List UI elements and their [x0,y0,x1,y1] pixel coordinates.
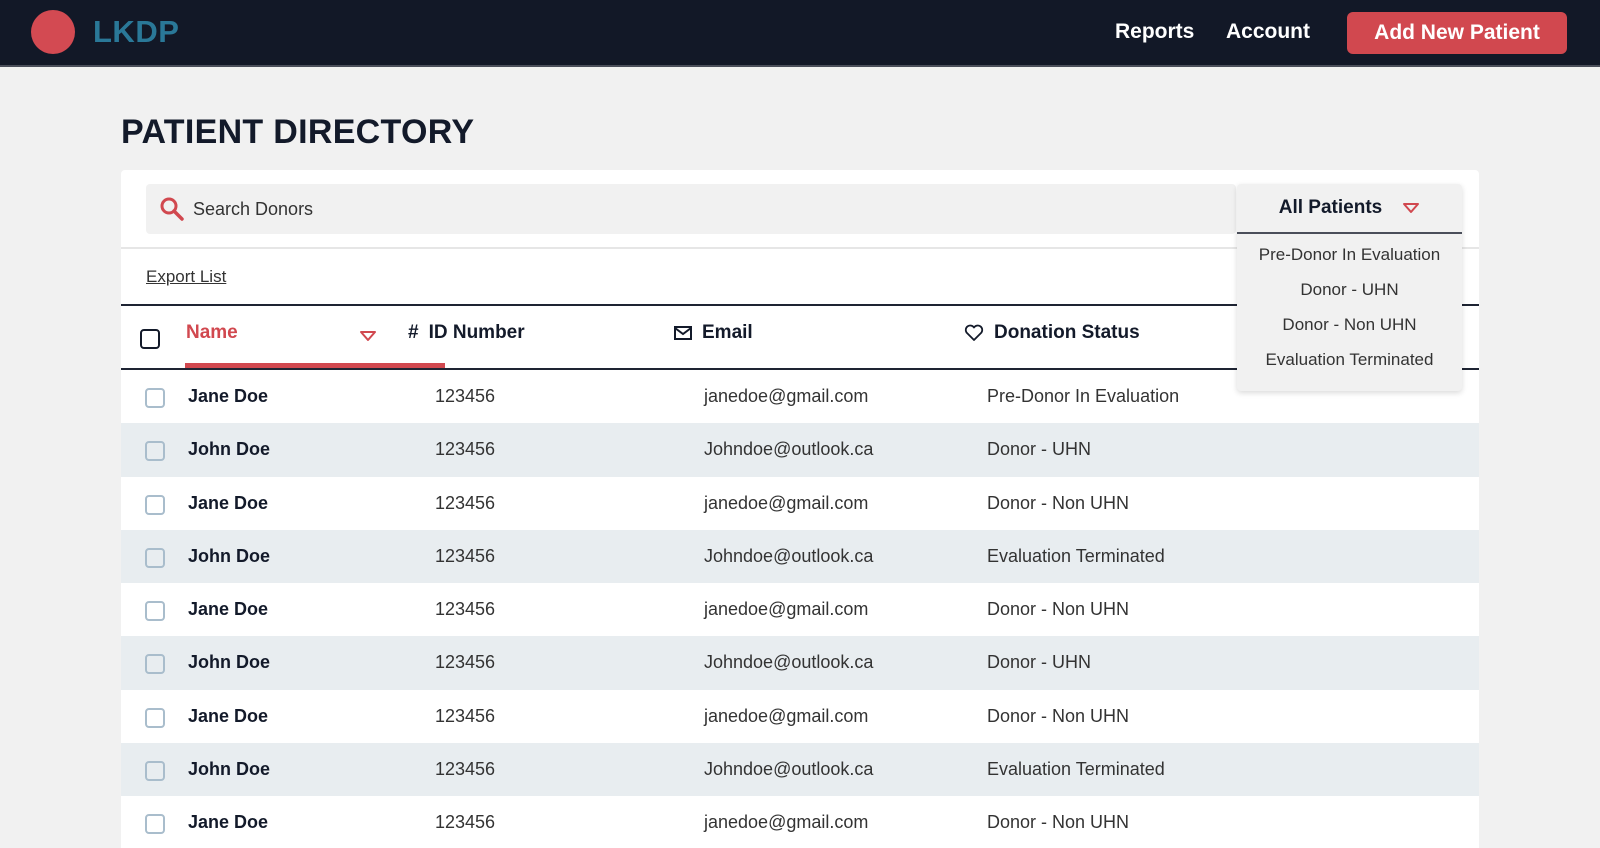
row-checkbox[interactable] [145,707,165,728]
export-list-link[interactable]: Export List [146,267,227,286]
donation-status: Evaluation Terminated [987,759,1165,780]
filter-selected-label: All Patients [1278,197,1383,218]
patient-name[interactable]: Jane Doe [188,812,269,833]
patient-email: Johndoe@outlook.ca [704,439,874,460]
active-sort-indicator [185,363,445,369]
patient-email: janedoe@gmail.com [704,492,869,513]
row-checkbox[interactable] [145,441,165,462]
patient-name[interactable]: Jane Doe [188,705,269,726]
patient-name[interactable]: John Doe [188,759,271,780]
filter-option-evaluation-terminated[interactable]: Evaluation Terminated [1265,350,1434,369]
column-header-email[interactable]: Email [674,322,753,344]
search-input[interactable] [193,184,1193,234]
patient-email: janedoe@gmail.com [704,386,869,406]
row-checkbox[interactable] [145,654,165,675]
divider [121,304,1479,306]
patient-filter-select[interactable]: All Patients [1237,184,1462,234]
nav-reports-link[interactable]: Reports [1115,20,1195,43]
column-header-label: ID Number [428,322,525,343]
filter-option-donor-non-uhn[interactable]: Donor - Non UHN [1282,315,1417,334]
table-row[interactable]: Jane Doe 123456 janedoe@gmail.com Donor … [121,477,1479,530]
logo-icon[interactable] [31,10,75,54]
sort-desc-icon[interactable] [359,330,377,342]
patient-name[interactable]: John Doe [188,652,271,673]
add-new-patient-button[interactable]: Add New Patient [1347,12,1567,54]
patient-name[interactable]: John Doe [188,545,271,566]
patient-name[interactable]: Jane Doe [188,492,269,513]
donation-status: Donor - Non UHN [987,599,1130,620]
donation-status: Donor - Non UHN [987,812,1130,833]
row-checkbox[interactable] [145,761,165,782]
patient-name[interactable]: John Doe [188,439,271,460]
column-header-donation-status[interactable]: Donation Status [964,322,1140,344]
mail-icon [674,326,692,340]
heart-icon [964,324,984,341]
table-row[interactable]: John Doe 123456 Johndoe@outlook.ca Evalu… [121,529,1479,584]
table-row[interactable]: John Doe 123456 Johndoe@outlook.ca Donor… [121,636,1479,690]
patient-email: janedoe@gmail.com [704,812,869,833]
patient-id: 123456 [435,492,496,513]
table-row[interactable]: Jane Doe 123456 janedoe@gmail.com Donor … [121,583,1479,636]
column-header-name[interactable]: Name [186,322,238,344]
nav-account-link[interactable]: Account [1226,20,1310,43]
chevron-down-icon [1403,203,1420,213]
table-row[interactable]: John Doe 123456 Johndoe@outlook.ca Evalu… [121,743,1479,797]
column-header-label: Donation Status [994,322,1140,343]
donation-status: Donor - Non UHN [987,492,1130,513]
row-checkbox[interactable] [145,547,165,568]
table-row[interactable]: Jane Doe 123456 janedoe@gmail.com Donor … [121,690,1479,743]
top-navbar: LKDP Reports Account Add New Patient [0,0,1600,67]
patient-email: janedoe@gmail.com [704,705,869,726]
search-icon [160,197,184,221]
patient-email: Johndoe@outlook.ca [704,545,874,566]
patient-email: janedoe@gmail.com [704,599,869,620]
patient-id: 123456 [435,705,496,726]
table-row[interactable]: Jane Doe 123456 janedoe@gmail.com Donor … [121,796,1479,848]
donation-status: Donor - UHN [987,652,1092,673]
page-title: PATIENT DIRECTORY [121,113,475,151]
patient-table-body: Jane Doe 123456 janedoe@gmail.com Pre-Do… [121,370,1479,848]
patient-filter-dropdown: All Patients Pre-Donor In Evaluation Don… [1237,184,1462,391]
row-checkbox[interactable] [145,814,165,835]
row-checkbox[interactable] [145,388,165,408]
patient-name[interactable]: Jane Doe [188,386,269,406]
column-header-id[interactable]: # ID Number [408,322,525,344]
column-header-label: Email [702,322,753,343]
table-row[interactable]: Jane Doe 123456 janedoe@gmail.com Pre-Do… [121,370,1479,423]
filter-option-pre-donor[interactable]: Pre-Donor In Evaluation [1258,245,1441,264]
table-row[interactable]: John Doe 123456 Johndoe@outlook.ca Donor… [121,423,1479,477]
patient-id: 123456 [435,545,496,566]
donation-status: Pre-Donor In Evaluation [987,386,1180,406]
column-header-label: Name [186,322,238,343]
logo-text[interactable]: LKDP [93,14,180,49]
patient-id: 123456 [435,599,496,620]
filter-option-donor-uhn[interactable]: Donor - UHN [1300,280,1399,299]
patient-id: 123456 [435,812,496,833]
donation-status: Donor - Non UHN [987,705,1130,726]
hash-icon: # [408,322,419,343]
patient-id: 123456 [435,439,496,460]
patient-email: Johndoe@outlook.ca [704,759,874,780]
patient-id: 123456 [435,652,496,673]
divider [121,368,1479,370]
patient-id: 123456 [435,759,496,780]
search-bar [146,184,1236,234]
row-checkbox[interactable] [145,601,165,622]
donation-status: Donor - UHN [987,439,1092,460]
patient-email: Johndoe@outlook.ca [704,652,874,673]
donation-status: Evaluation Terminated [987,545,1165,566]
row-checkbox[interactable] [145,494,165,515]
divider [121,247,1479,249]
patient-id: 123456 [435,386,496,406]
patient-name[interactable]: Jane Doe [188,599,269,620]
select-all-checkbox[interactable] [140,329,160,349]
